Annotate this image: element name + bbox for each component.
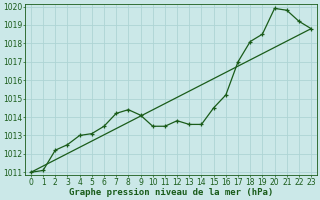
X-axis label: Graphe pression niveau de la mer (hPa): Graphe pression niveau de la mer (hPa) [69, 188, 273, 197]
